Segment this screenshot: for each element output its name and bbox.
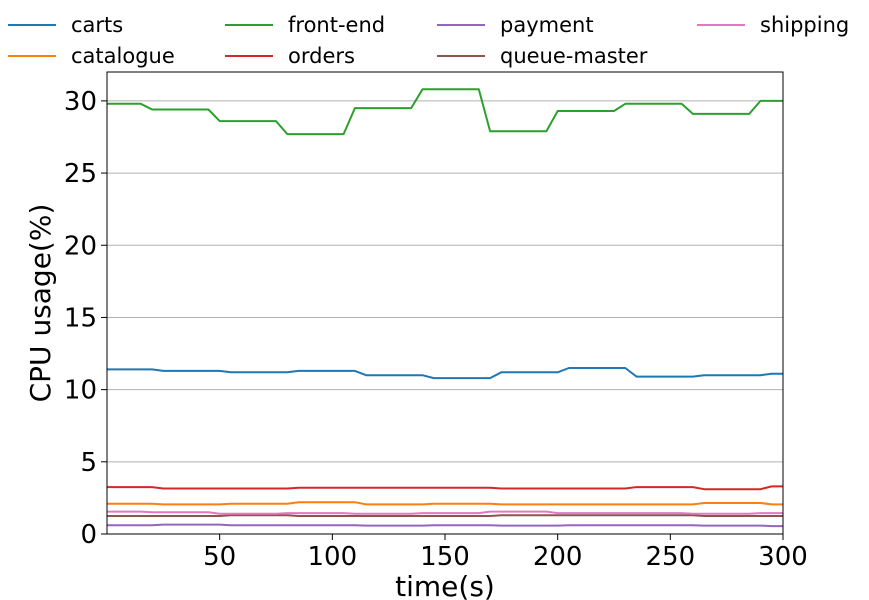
series-line-catalogue xyxy=(107,501,783,506)
chart-legend: carts catalogue front-end orders payment queu… xyxy=(8,13,849,68)
legend-label-catalogue: catalogue xyxy=(71,44,175,68)
x-axis-ticks: 50 100 150 200 250 300 xyxy=(203,534,808,572)
x-tick-label: 300 xyxy=(758,542,808,572)
y-gridlines xyxy=(107,100,783,535)
legend-label-carts: carts xyxy=(71,13,123,37)
y-tick-label: 0 xyxy=(80,520,97,550)
x-tick-label: 250 xyxy=(646,542,696,572)
y-tick-label: 20 xyxy=(64,231,97,261)
legend-label-orders: orders xyxy=(288,44,355,68)
series-line-shipping xyxy=(107,510,783,515)
series-line-carts xyxy=(107,367,783,380)
legend-label-queue-master: queue-master xyxy=(500,44,648,68)
series-line-front-end xyxy=(107,88,783,136)
x-tick-label: 100 xyxy=(308,542,358,572)
series-line-payment xyxy=(107,523,783,528)
x-tick-label: 150 xyxy=(420,542,470,572)
x-tick-label: 200 xyxy=(533,542,583,572)
y-tick-label: 15 xyxy=(64,303,97,333)
x-tick-label: 50 xyxy=(203,542,236,572)
y-tick-label: 10 xyxy=(64,376,97,406)
y-tick-label: 5 xyxy=(80,448,97,478)
series-line-orders xyxy=(107,485,783,491)
y-axis-ticks: 0 5 10 15 20 25 30 xyxy=(64,87,107,550)
y-tick-label: 30 xyxy=(64,87,97,117)
legend-label-front-end: front-end xyxy=(288,13,385,37)
plot-area-frame xyxy=(106,71,784,535)
y-tick-label: 25 xyxy=(64,159,97,189)
series-line-queue-master xyxy=(107,514,783,517)
legend-label-payment: payment xyxy=(500,13,594,37)
x-axis-label: time(s) xyxy=(395,570,495,600)
legend-label-shipping: shipping xyxy=(760,13,849,37)
y-axis-label: CPU usage(%) xyxy=(24,204,57,403)
series-lines xyxy=(107,88,783,528)
